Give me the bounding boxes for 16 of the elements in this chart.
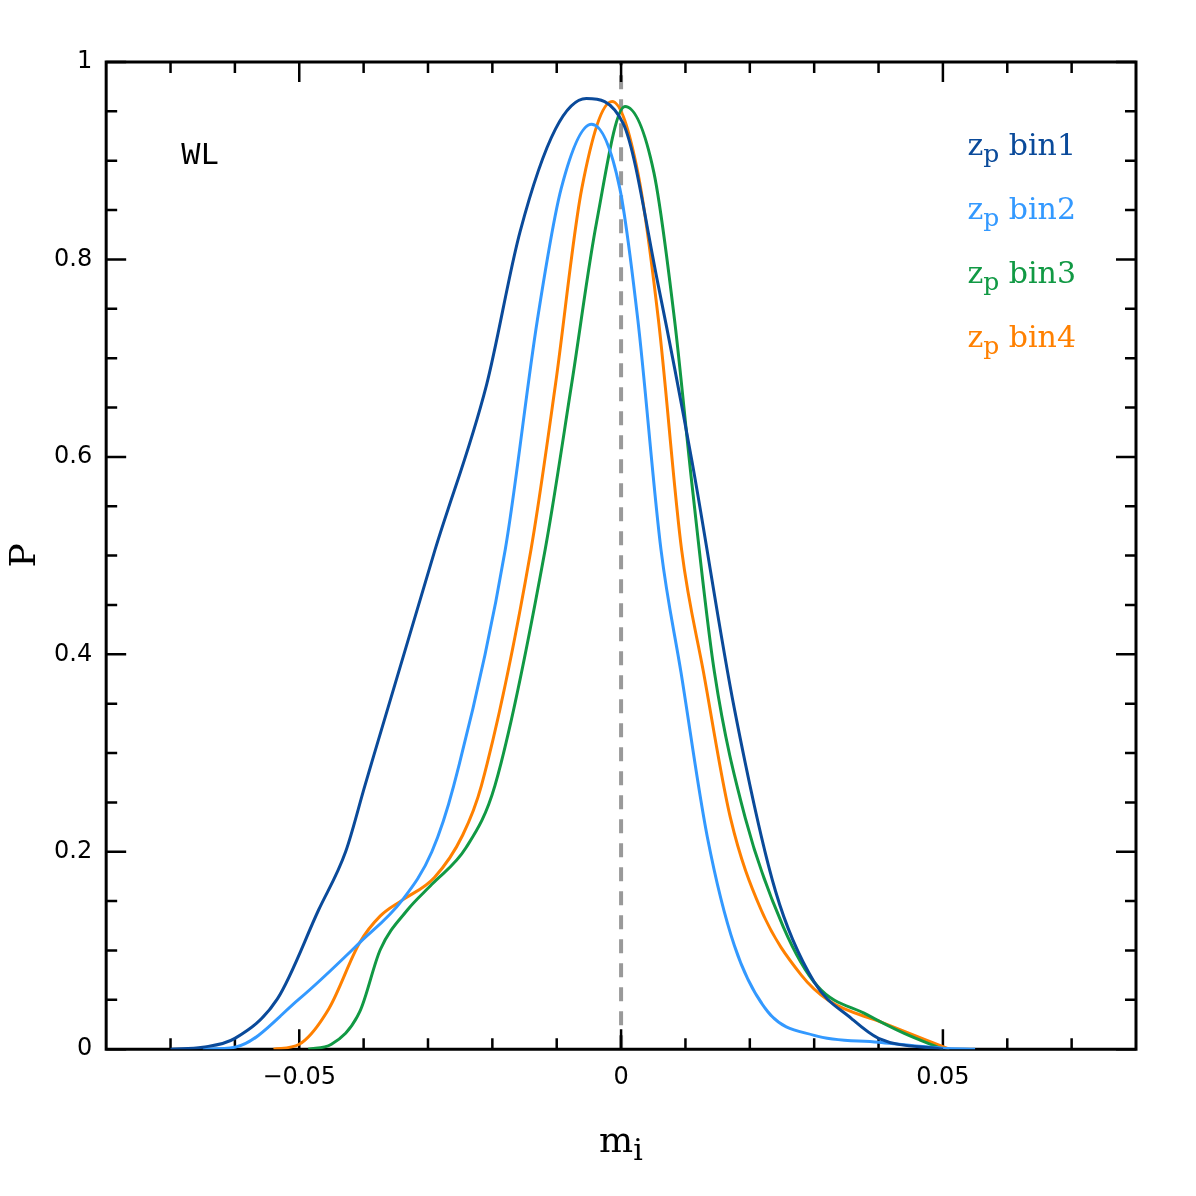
y-tick-label: 0.4: [54, 638, 93, 667]
text: z$_{p}$ bin1: [967, 126, 1076, 170]
text: z$_{p}$ bin3: [967, 254, 1076, 298]
x-axis-title: m$_{i}$: [599, 1119, 643, 1168]
y-tick-label: 1: [76, 46, 93, 75]
text: z$_{p}$ bin4: [967, 318, 1076, 362]
y-tick-label: 0.8: [54, 243, 93, 272]
y-axis-title: P: [1, 543, 43, 568]
x-tick-label: 0.05: [916, 1061, 970, 1090]
y-tick-label: 0.2: [54, 835, 93, 864]
text: z$_{p}$ bin2: [967, 190, 1076, 234]
annotation: WL: [181, 137, 220, 174]
x-tick-label: 0: [613, 1061, 629, 1090]
x-tick-label: −0.05: [262, 1061, 337, 1090]
y-tick-label: 0.6: [54, 441, 93, 470]
y-tick-label: 0: [76, 1033, 93, 1062]
